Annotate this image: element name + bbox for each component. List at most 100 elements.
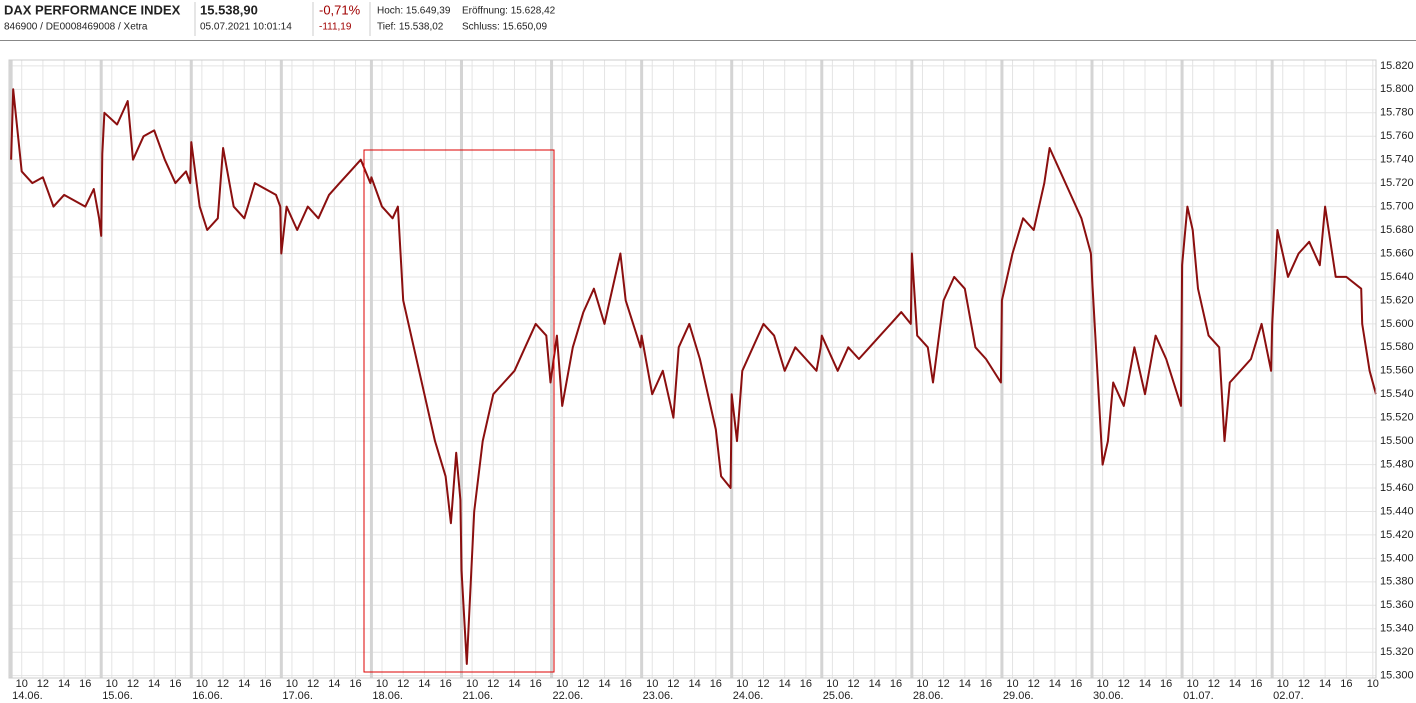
y-tick-label: 15.660 — [1380, 247, 1414, 259]
x-tick-label: 12 — [307, 678, 319, 690]
x-tick-label: 14 — [959, 678, 971, 690]
y-tick-label: 15.380 — [1380, 576, 1414, 588]
x-tick-label: 14 — [418, 678, 430, 690]
x-tick-label: 14 — [1319, 678, 1331, 690]
x-tick-label: 10 — [646, 678, 658, 690]
y-tick-label: 15.620 — [1380, 294, 1414, 306]
y-tick-label: 15.420 — [1380, 529, 1414, 541]
x-tick-label: 12 — [1298, 678, 1310, 690]
y-tick-label: 15.820 — [1380, 60, 1414, 72]
x-tick-label: 10 — [466, 678, 478, 690]
high: Hoch: 15.649,39 — [377, 6, 451, 17]
day-label: 28.06. — [913, 690, 944, 702]
x-tick-label: 16 — [1250, 678, 1262, 690]
y-tick-label: 15.360 — [1380, 599, 1414, 611]
x-tick-label: 16 — [169, 678, 181, 690]
day-label: 17.06. — [282, 690, 313, 702]
x-tick-label: 10 — [736, 678, 748, 690]
x-tick-label: 10 — [376, 678, 388, 690]
x-tick-label: 16 — [1070, 678, 1082, 690]
day-label: 16.06. — [192, 690, 223, 702]
x-tick-label: 14 — [148, 678, 160, 690]
x-tick-label: 10 — [196, 678, 208, 690]
y-tick-label: 15.540 — [1380, 388, 1414, 400]
y-tick-label: 15.560 — [1380, 365, 1414, 377]
x-tick-label: 10 — [106, 678, 118, 690]
x-tick-label: 12 — [1208, 678, 1220, 690]
x-tick-label: 16 — [620, 678, 632, 690]
x-tick-label: 16 — [349, 678, 361, 690]
x-tick-label: 16 — [890, 678, 902, 690]
open: Eröffnung: 15.628,42 — [462, 6, 556, 17]
x-tick-label: 12 — [577, 678, 589, 690]
day-label: 14.06. — [12, 690, 43, 702]
day-label: 18.06. — [372, 690, 403, 702]
day-label: 01.07. — [1183, 690, 1214, 702]
y-tick-label: 15.520 — [1380, 412, 1414, 424]
y-tick-label: 15.340 — [1380, 623, 1414, 635]
day-label: 23.06. — [643, 690, 674, 702]
x-tick-label: 12 — [938, 678, 950, 690]
close: Schluss: 15.650,09 — [462, 22, 547, 33]
x-tick-label: 10 — [1096, 678, 1108, 690]
day-label: 25.06. — [823, 690, 854, 702]
x-tick-label: 16 — [1160, 678, 1172, 690]
x-tick-label: 12 — [1028, 678, 1040, 690]
y-tick-label: 15.580 — [1380, 341, 1414, 353]
low: Tief: 15.538,02 — [377, 22, 444, 33]
x-tick-label: 14 — [1139, 678, 1151, 690]
y-tick-label: 15.800 — [1380, 83, 1414, 95]
x-tick-label: 12 — [667, 678, 679, 690]
day-label: 29.06. — [1003, 690, 1034, 702]
y-tick-label: 15.740 — [1380, 154, 1414, 166]
x-tick-label: 12 — [127, 678, 139, 690]
day-label: 30.06. — [1093, 690, 1124, 702]
y-tick-label: 15.400 — [1380, 552, 1414, 564]
time: 05.07.2021 10:01:14 — [200, 22, 292, 33]
x-tick-label: 14 — [328, 678, 340, 690]
price-line — [10, 88, 1377, 665]
x-tick-label: 16 — [79, 678, 91, 690]
x-tick-label: 14 — [1229, 678, 1241, 690]
x-tick-label: 10 — [286, 678, 298, 690]
x-tick-label: 14 — [508, 678, 520, 690]
x-tick-label: 14 — [869, 678, 881, 690]
y-tick-label: 15.760 — [1380, 130, 1414, 142]
day-label: 24.06. — [733, 690, 764, 702]
y-tick-label: 15.780 — [1380, 107, 1414, 119]
x-tick-label: 12 — [1118, 678, 1130, 690]
x-tick-label: 12 — [37, 678, 49, 690]
x-tick-label: 14 — [598, 678, 610, 690]
x-tick-label: 14 — [688, 678, 700, 690]
index-id: 846900 / DE0008469008 / Xetra — [4, 22, 148, 33]
x-tick-label: 14 — [238, 678, 250, 690]
x-tick-label: 14 — [779, 678, 791, 690]
x-tick-label: 12 — [847, 678, 859, 690]
y-tick-label: 15.320 — [1380, 646, 1414, 658]
day-label: 22.06. — [553, 690, 584, 702]
y-tick-label: 15.300 — [1380, 670, 1414, 682]
y-tick-label: 15.680 — [1380, 224, 1414, 236]
x-tick-label: 12 — [397, 678, 409, 690]
change-abs: -111,19 — [319, 22, 352, 33]
x-tick-label: 16 — [980, 678, 992, 690]
y-tick-label: 15.640 — [1380, 271, 1414, 283]
x-tick-label: 10 — [1367, 678, 1379, 690]
x-tick-label: 10 — [1006, 678, 1018, 690]
day-label: 02.07. — [1273, 690, 1304, 702]
x-tick-label: 16 — [1340, 678, 1352, 690]
x-tick-label: 10 — [1187, 678, 1199, 690]
x-tick-label: 14 — [58, 678, 70, 690]
x-tick-label: 16 — [800, 678, 812, 690]
y-tick-label: 15.480 — [1380, 458, 1414, 470]
x-tick-label: 16 — [530, 678, 542, 690]
x-tick-label: 10 — [1277, 678, 1289, 690]
x-tick-label: 16 — [439, 678, 451, 690]
x-tick-label: 12 — [757, 678, 769, 690]
change-pct: -0,71% — [319, 2, 361, 17]
index-name: DAX PERFORMANCE INDEX — [4, 2, 181, 17]
x-tick-label: 12 — [487, 678, 499, 690]
x-tick-label: 16 — [710, 678, 722, 690]
